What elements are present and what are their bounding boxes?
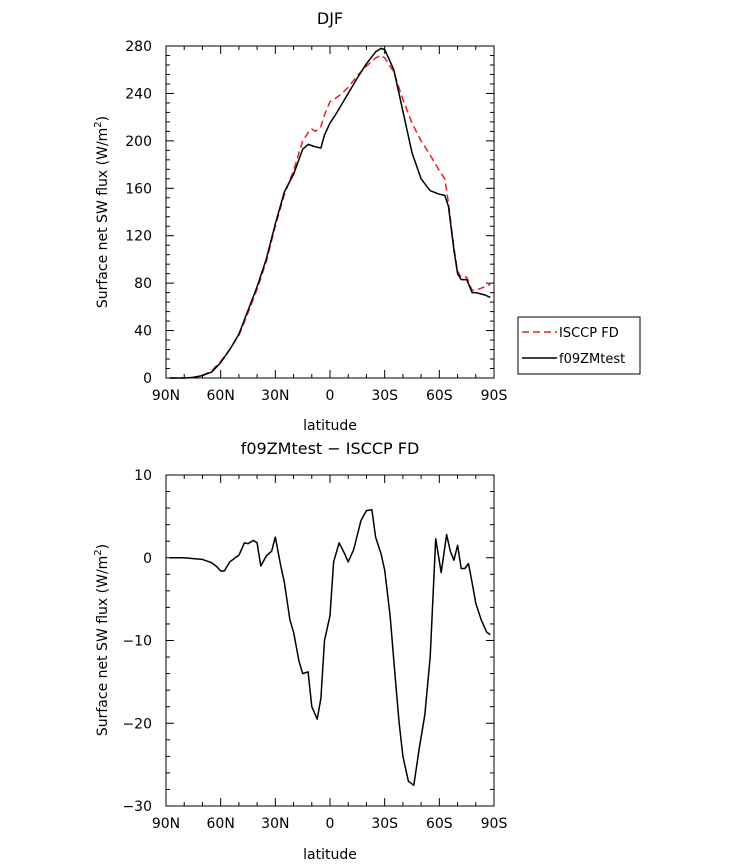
- x-tick-label: 30N: [261, 388, 289, 404]
- bottom-y-axis-label: Surface net SW flux (W/m2): [93, 544, 111, 736]
- y-tick-label: 80: [134, 276, 152, 292]
- bottom-plot-lines: [169, 509, 491, 787]
- y-tick-label: −10: [122, 634, 152, 650]
- x-tick-label: 0: [326, 388, 335, 404]
- top-panel: DJF 90N 60N 30N 0 30S 60S 90S 0 40 80 120 160 200 240…: [93, 9, 641, 434]
- series-line-1: [169, 54, 491, 379]
- x-tick-label: 30S: [371, 388, 398, 404]
- top-plot-frame: [165, 45, 495, 379]
- x-tick-label: 90N: [152, 388, 180, 404]
- y-tick-label: −30: [122, 799, 152, 815]
- top-x-axis-label: latitude: [303, 418, 357, 434]
- top-y-axis-label: Surface net SW flux (W/m2): [93, 116, 111, 308]
- x-tick-label: 0: [326, 816, 335, 832]
- y-tick-label: 40: [134, 324, 152, 340]
- top-plot-lines: [169, 47, 491, 379]
- x-tick-label: 90S: [481, 816, 508, 832]
- x-tick-label: 90S: [481, 388, 508, 404]
- y-tick-label: 10: [134, 468, 152, 484]
- bottom-axis-ticks: 90N 60N 30N 0 30S 60S 90S −30 −20 −10 0 10: [122, 468, 507, 832]
- top-plot-title: DJF: [317, 9, 343, 28]
- y-tick-label: 240: [125, 86, 152, 102]
- y-tick-label: −20: [122, 716, 152, 732]
- y-tick-label: 0: [143, 371, 152, 387]
- y-tick-label: 120: [125, 229, 152, 245]
- legend-label-model: f09ZMtest: [559, 352, 625, 367]
- y-tick-label: 280: [125, 39, 152, 55]
- x-tick-label: 60N: [207, 816, 235, 832]
- x-tick-label: 60S: [426, 816, 453, 832]
- series-line-1: [169, 509, 491, 787]
- bottom-x-axis-label: latitude: [303, 847, 357, 863]
- bottom-plot-frame: [165, 474, 495, 807]
- y-tick-label: 160: [125, 181, 152, 197]
- x-tick-label: 30S: [371, 816, 398, 832]
- x-tick-label: 90N: [152, 816, 180, 832]
- bottom-plot-title: f09ZMtest − ISCCP FD: [241, 439, 420, 458]
- x-tick-label: 30N: [261, 816, 289, 832]
- legend-label-isccp: ISCCP FD: [559, 326, 619, 341]
- legend: ISCCP FD f09ZMtest: [517, 316, 641, 375]
- x-tick-label: 60N: [207, 388, 235, 404]
- y-tick-label: 200: [125, 134, 152, 150]
- x-tick-label: 60S: [426, 388, 453, 404]
- series-line-2: [169, 47, 491, 379]
- bottom-panel: f09ZMtest − ISCCP FD 90N 60N 30N 0 30S 60S 90S…: [93, 439, 507, 863]
- y-tick-label: 0: [143, 551, 152, 567]
- top-axis-ticks: 90N 60N 30N 0 30S 60S 90S 0 40 80 120 160 200 240 280: [125, 39, 507, 404]
- legend-box: [517, 316, 641, 375]
